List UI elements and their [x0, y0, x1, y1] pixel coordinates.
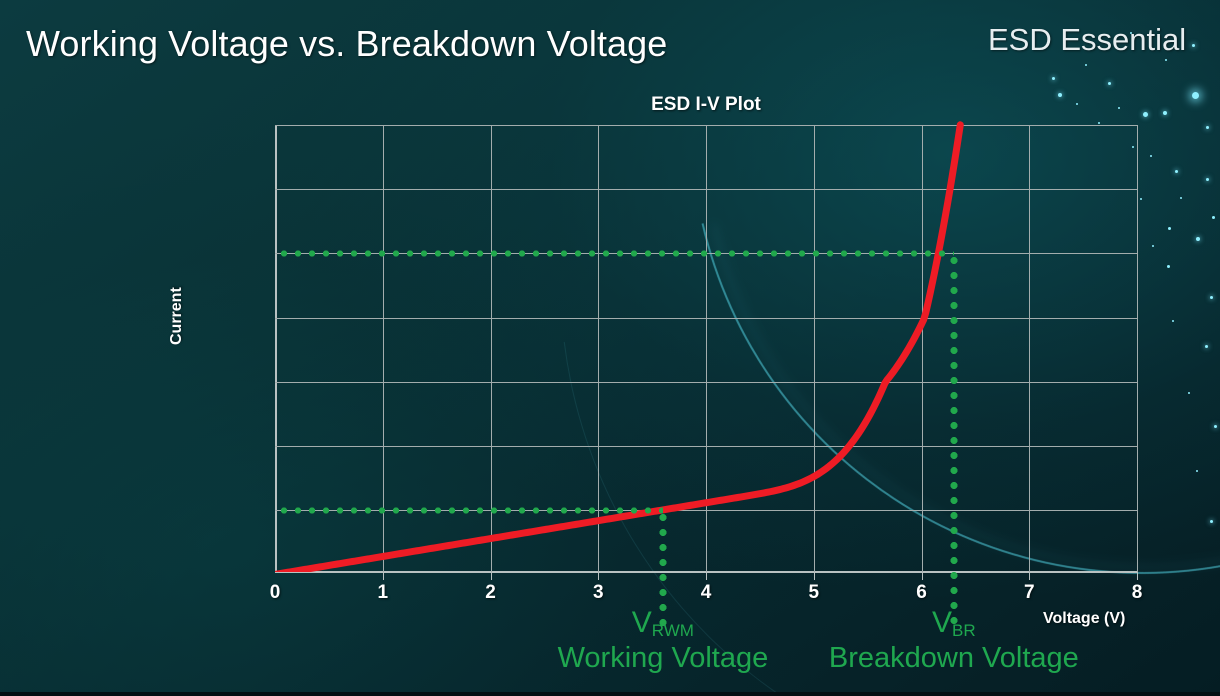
- y-axis-line: [275, 125, 277, 572]
- chart-title: ESD I-V Plot: [651, 94, 761, 115]
- x-tick-label: 4: [700, 582, 712, 603]
- x-tick-mark: [1029, 572, 1031, 580]
- x-tick-mark: [598, 572, 600, 580]
- iv-curve-path: [275, 121, 964, 572]
- gridline-vertical: [706, 125, 707, 572]
- annotation-name-vbr: Breakdown Voltage: [828, 642, 1079, 674]
- annotation-caption-vrwm: VRWM Working Voltage: [557, 608, 769, 675]
- x-tick-label: 5: [808, 582, 820, 603]
- x-tick-label: 8: [1131, 582, 1143, 603]
- annotation-caption-vbr: VBR Breakdown Voltage: [828, 608, 1079, 675]
- x-tick-label: 6: [916, 582, 927, 603]
- corner-brand-label: ESD Essential: [988, 22, 1187, 57]
- x-axis-label: Voltage (V): [1043, 610, 1126, 627]
- x-tick-label: 3: [592, 582, 604, 603]
- x-tick-mark: [921, 572, 923, 580]
- gridline-vertical: [382, 125, 384, 572]
- x-tick-mark: [382, 572, 384, 580]
- x-tick-mark: [490, 572, 492, 580]
- gridline-vertical: [490, 125, 492, 572]
- annotation-symbol-subscript-vbr: BR: [952, 621, 976, 640]
- x-tick-label: 1: [377, 582, 389, 603]
- annotation-hline-vbr: [277, 250, 954, 258]
- iv-curve: [275, 121, 964, 572]
- annotation-symbol-vbr: VBR: [829, 608, 1079, 642]
- annotation-vline-vbr: [949, 253, 958, 628]
- page-title: Working Voltage vs. Breakdown Voltage: [26, 23, 668, 64]
- gridline-vertical: [813, 125, 815, 572]
- annotation-symbol-subscript-vrwm: RWM: [651, 621, 694, 640]
- gridline-vertical: [598, 125, 600, 572]
- x-tick-label: 0: [269, 582, 281, 603]
- annotation-hline-vrwm: [277, 507, 663, 515]
- plot-area: [275, 121, 1138, 628]
- gridline-vertical: [1137, 125, 1138, 572]
- gridline-vertical: [1029, 125, 1031, 572]
- annotation-symbol-vrwm: VRWM: [558, 608, 769, 642]
- x-tick-mark: [706, 572, 707, 580]
- bottom-edge-bar: [0, 692, 1220, 696]
- annotation-symbol-base-vbr: V: [931, 606, 952, 639]
- annotation-vline-vrwm: [658, 510, 667, 628]
- x-tick-label: 2: [485, 582, 496, 603]
- x-tick-mark: [1137, 572, 1138, 580]
- annotation-symbol-base-vrwm: V: [631, 606, 652, 639]
- annotation-name-vrwm: Working Voltage: [557, 642, 769, 674]
- x-tick-label: 7: [1023, 582, 1035, 603]
- x-tick-mark: [813, 572, 815, 580]
- gridline-vertical: [921, 125, 923, 572]
- y-axis-label: Current: [168, 287, 185, 345]
